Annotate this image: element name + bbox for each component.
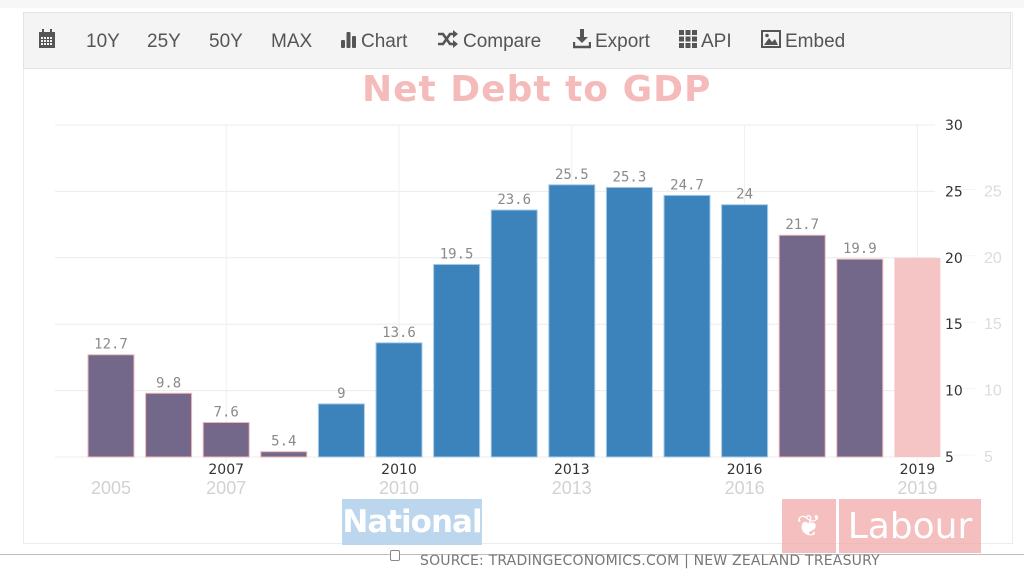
data-label: 25.3 (613, 169, 647, 185)
bar-2019 (894, 257, 941, 457)
bar-chart-icon (341, 30, 357, 54)
calendar-icon (38, 29, 56, 55)
bar-2014 (605, 186, 653, 458)
embed-label: Embed (785, 31, 846, 52)
ghost-x-tick-label: 2016 (725, 478, 765, 498)
data-label: 24.7 (670, 177, 704, 193)
data-label: 5.4 (271, 434, 296, 450)
bar-2015 (663, 194, 711, 458)
range-10y-label: 10Y (86, 31, 120, 52)
range-25y-button[interactable]: 25Y (147, 30, 181, 54)
fern-icon: ❦ (782, 499, 836, 553)
y-tick-label: 25 (945, 184, 963, 200)
chart-type-label: Chart (361, 31, 408, 52)
bar-2013 (548, 184, 596, 458)
labour-logo-text: Labour (847, 505, 973, 547)
ghost-y-tick-label: 25 (984, 183, 1002, 200)
y-tick-label: 10 (945, 384, 963, 400)
data-label: 13.6 (382, 325, 416, 341)
data-label: 25.5 (555, 167, 589, 183)
data-label: 23.6 (497, 192, 531, 208)
bar-2017 (778, 234, 826, 458)
data-label: 12.7 (94, 337, 128, 353)
ghost-y-tick-label: 15 (984, 316, 1002, 333)
page-divider (0, 554, 1024, 555)
bar-2007 (202, 421, 250, 458)
bars-layer (87, 184, 941, 458)
image-icon (761, 30, 781, 54)
bar-2006 (145, 392, 193, 458)
embed-button[interactable]: Embed (761, 30, 845, 54)
ghost-x-tick-label: 2019 (897, 478, 937, 498)
data-label: 19.5 (440, 246, 474, 262)
ghost-x-tick-label: 2010 (379, 478, 419, 498)
bar-2010 (375, 342, 423, 458)
resize-handle[interactable] (390, 550, 400, 561)
national-logo-text: National (342, 504, 482, 540)
y-tick-label: 15 (945, 317, 963, 333)
x-tick-label: 2016 (727, 462, 763, 478)
data-label: 7.6 (214, 404, 239, 420)
ghost-y-tick-label: 10 (984, 383, 1002, 400)
bar-2009 (317, 403, 365, 458)
range-max-button[interactable]: MAX (271, 30, 312, 54)
range-50y-label: 50Y (209, 31, 243, 52)
top-strip (0, 0, 1024, 8)
x-tick-label: 2019 (900, 462, 936, 478)
data-labels-layer: 12.7 9.8 7.6 5.4 9 13.6 19.5 23.6 25.5 25.3 24.7 24… (94, 167, 877, 450)
ghost-y-tick-label: 20 (984, 250, 1002, 267)
api-label: API (701, 31, 732, 52)
y-tick-label: 20 (945, 251, 963, 267)
compare-label: Compare (463, 31, 542, 52)
shuffle-icon (437, 30, 459, 54)
range-10y-button[interactable]: 10Y (86, 30, 120, 54)
national-party-logo: National (342, 499, 483, 545)
labour-party-logo: Labour (839, 499, 981, 553)
download-icon (572, 29, 592, 55)
data-label: 9.8 (156, 375, 181, 391)
x-tick-label: 2010 (381, 462, 417, 478)
source-text[interactable]: SOURCE: TRADINGECONOMICS.COM | NEW ZEALA… (420, 553, 880, 569)
x-axis: 2007 2010 2013 2016 2019 2005 2007 2010 2013 2016… (91, 462, 937, 498)
data-label: 9 (337, 386, 345, 402)
x-tick-label: 2013 (554, 462, 590, 478)
chart-title: Net Debt to GDP (362, 69, 712, 110)
chart-type-button[interactable]: Chart (341, 30, 407, 54)
fern-glyph: ❦ (796, 509, 822, 543)
bar-2005 (87, 354, 135, 458)
bar-2012 (490, 209, 538, 458)
data-label: 21.7 (785, 217, 819, 233)
export-button[interactable]: Export (572, 29, 650, 55)
ghost-x-tick-label: 2005 (91, 478, 131, 498)
ghost-y-tick-label: 5 (984, 449, 993, 466)
bar-2016 (721, 204, 769, 458)
range-50y-button[interactable]: 50Y (209, 30, 243, 54)
y-tick-label: 5 (945, 450, 954, 466)
range-25y-label: 25Y (147, 31, 181, 52)
x-tick-label: 2007 (208, 462, 244, 478)
bar-2008 (260, 451, 308, 458)
grid-icon (679, 30, 697, 54)
bar-2018 (836, 258, 884, 458)
export-label: Export (595, 31, 650, 52)
calendar-button[interactable] (38, 29, 56, 55)
range-max-label: MAX (271, 31, 313, 52)
chart-toolbar: 10Y 25Y 50Y MAX Chart Compare Export API… (23, 12, 1011, 69)
y-axis: 5 10 15 20 25 30 5 10 15 20 25 (945, 118, 1002, 466)
ghost-x-tick-label: 2013 (552, 478, 592, 498)
bar-2011 (433, 263, 481, 458)
compare-button[interactable]: Compare (437, 30, 541, 54)
data-label: 19.9 (843, 241, 877, 257)
y-tick-label: 30 (945, 118, 963, 134)
data-label: 24 (736, 187, 753, 203)
ghost-x-tick-label: 2007 (206, 478, 246, 498)
api-button[interactable]: API (679, 30, 732, 54)
